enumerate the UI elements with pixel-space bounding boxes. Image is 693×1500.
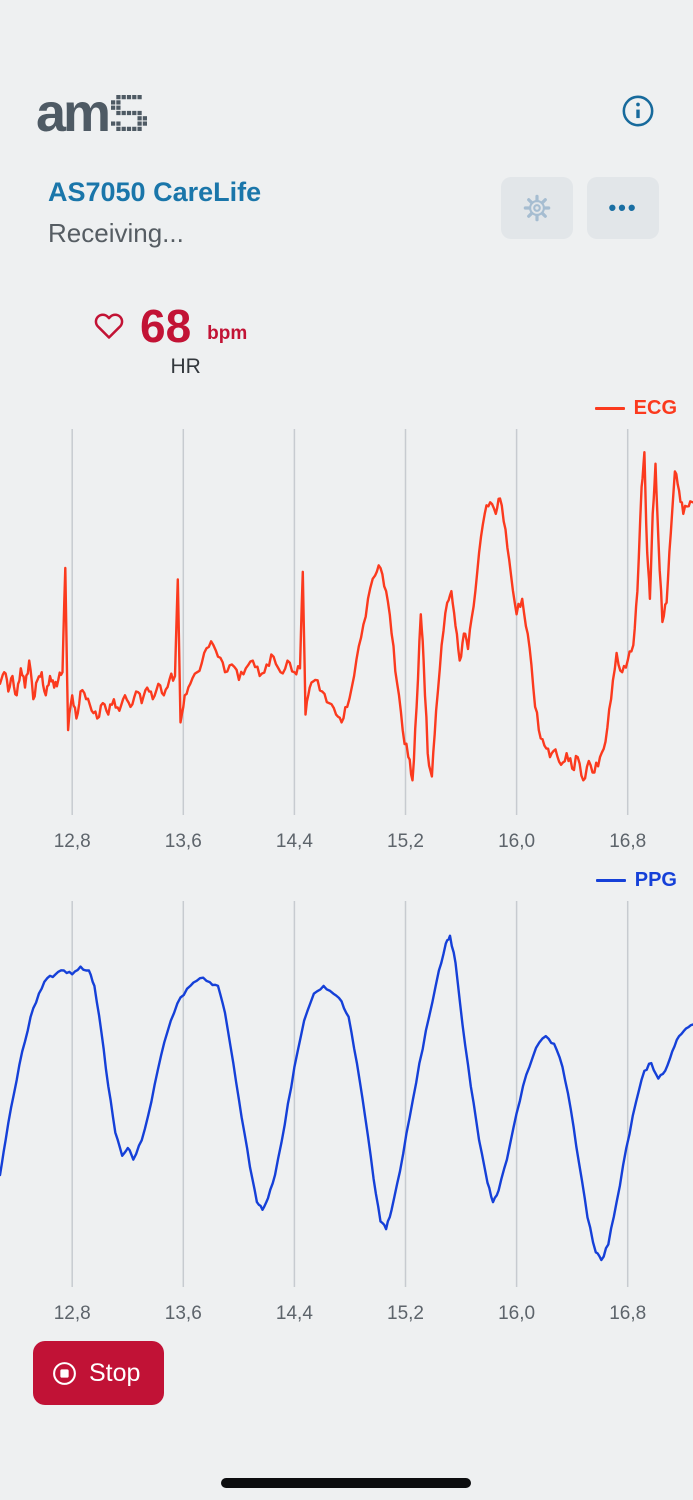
stop-icon [53, 1361, 76, 1385]
svg-text:15,2: 15,2 [387, 831, 424, 852]
title-block: AS7050 CareLife Receiving... [48, 177, 261, 249]
status-text: Receiving... [48, 218, 184, 248]
ams-logo-text: am [36, 82, 111, 143]
stop-button-label: Stop [89, 1358, 141, 1387]
svg-text:14,4: 14,4 [276, 831, 313, 852]
ppg-chart-block: PPG 12,8 13,6 14,4 15,2 16,0 16,8 [0, 865, 693, 1327]
svg-text:12,8: 12,8 [54, 831, 91, 852]
heart-icon [94, 313, 124, 339]
ams-logo: am [36, 82, 148, 143]
hr-label: HR [170, 355, 201, 378]
ellipsis-icon: ••• [608, 195, 638, 220]
svg-text:15,2: 15,2 [387, 1303, 424, 1324]
svg-text:16,8: 16,8 [609, 1303, 646, 1324]
hr-unit: bpm [207, 323, 248, 344]
heart-rate-row: 68 bpm [94, 303, 247, 349]
more-button[interactable]: ••• [587, 177, 659, 239]
ecg-chart-block: ECG 12,8 13,6 14,4 15,2 16,0 16,8 [0, 393, 693, 855]
ppg-legend: PPG [0, 865, 693, 895]
gear-icon [523, 194, 551, 222]
heart-rate-display: 68 bpm HR [94, 303, 247, 379]
ppg-legend-label: PPG [634, 868, 677, 891]
svg-text:16,8: 16,8 [609, 831, 646, 852]
svg-text:16,0: 16,0 [498, 1303, 535, 1324]
svg-text:16,0: 16,0 [498, 831, 535, 852]
svg-text:12,8: 12,8 [54, 1303, 91, 1324]
ecg-legend-line-icon [594, 406, 625, 410]
ppg-legend-line-icon [595, 878, 626, 882]
home-indicator[interactable] [221, 1478, 471, 1488]
action-buttons: ••• [501, 177, 659, 239]
info-button[interactable] [617, 90, 659, 135]
stop-button[interactable]: Stop [33, 1341, 165, 1405]
ecg-legend-label: ECG [633, 396, 677, 419]
svg-text:13,6: 13,6 [165, 1303, 202, 1324]
ams-logo-pixel-s-icon [111, 94, 148, 131]
info-icon [622, 95, 654, 127]
title-bar: AS7050 CareLife Receiving... [0, 135, 693, 249]
top-bar: am [0, 0, 693, 143]
ecg-legend: ECG [0, 393, 693, 423]
hr-value: 68 [140, 300, 192, 352]
settings-button[interactable] [501, 177, 573, 239]
ppg-chart: 12,8 13,6 14,4 15,2 16,0 16,8 [0, 901, 693, 1324]
svg-text:14,4: 14,4 [276, 1303, 313, 1324]
ecg-chart: 12,8 13,6 14,4 15,2 16,0 16,8 [0, 429, 693, 852]
page-title: AS7050 CareLife [48, 177, 262, 207]
svg-text:13,6: 13,6 [165, 831, 202, 852]
